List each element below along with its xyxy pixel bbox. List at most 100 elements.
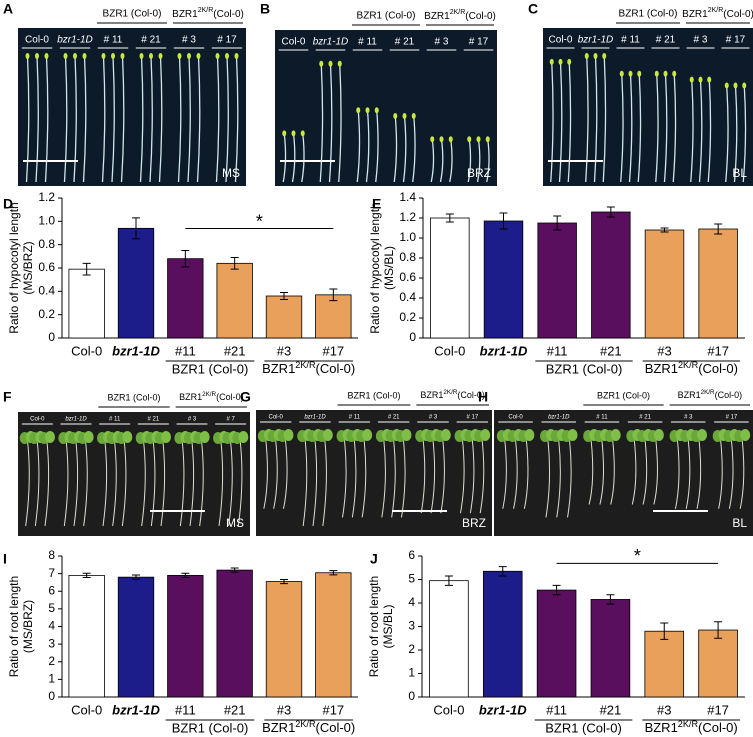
photo	[18, 412, 250, 536]
root	[273, 439, 278, 509]
cotyledon	[337, 60, 342, 67]
genotype-label: Col-0	[549, 35, 573, 46]
genotype-label: # 11	[104, 35, 123, 46]
error-bar	[499, 212, 508, 230]
y-tick-label: 0.6	[399, 270, 416, 284]
cotyledon	[82, 53, 87, 59]
root	[739, 439, 745, 509]
y-tick-label: 1.0	[399, 230, 416, 244]
root	[112, 441, 117, 527]
cotyledon	[177, 53, 182, 59]
cotyledon	[196, 53, 201, 59]
bar	[698, 228, 738, 339]
label-sup: 2K/R	[708, 7, 724, 14]
label-part: (Col-0)	[723, 9, 753, 20]
leaf	[322, 429, 333, 441]
label-part: (Col-0)	[698, 361, 738, 376]
bar	[167, 574, 204, 698]
x-tick-label: #11	[175, 702, 196, 717]
cotyledon	[549, 58, 554, 65]
cotyledon	[733, 82, 738, 89]
genotype-label: # 11	[358, 37, 377, 48]
x-tick-label: #3	[277, 343, 291, 358]
x-tick-label: #3	[657, 343, 671, 358]
seedling	[672, 73, 677, 183]
y-tick-label: 0	[48, 330, 55, 344]
bar	[537, 222, 577, 339]
seedling	[593, 55, 598, 183]
group-label: BZR12K/R(Col-0)	[420, 389, 485, 401]
leaf	[740, 429, 751, 441]
leaf	[610, 429, 621, 441]
x-tick-label: bzr1-1D	[112, 702, 160, 717]
cotyledon	[393, 113, 398, 119]
bar	[644, 229, 685, 339]
y-tick-label: 0	[408, 689, 415, 703]
genotype-label: # 3	[182, 35, 196, 46]
cotyledon	[558, 58, 563, 65]
condition-label: BRZ	[467, 166, 491, 180]
bar	[216, 262, 253, 339]
root	[513, 439, 518, 509]
root	[430, 439, 436, 514]
x-tick-label: #17	[707, 343, 729, 358]
genotype-label: bzr1-1D	[548, 415, 570, 421]
cotyledon	[602, 53, 607, 59]
seedling	[567, 61, 572, 183]
x-tick-label: #17	[322, 343, 344, 358]
error-bar	[714, 223, 723, 235]
label-part: BZR1	[420, 390, 443, 400]
x-tick-label: #3	[277, 702, 291, 717]
y-tick-label: 1.4	[399, 190, 416, 204]
error-bar	[230, 567, 239, 573]
x-tick-label: bzr1-1D	[112, 343, 160, 358]
seedling	[637, 73, 642, 183]
genotype-label: # 11	[621, 35, 640, 46]
leaf	[401, 429, 412, 441]
genotype-label: # 17	[726, 35, 746, 46]
root	[718, 439, 723, 509]
cotyledon	[35, 53, 39, 59]
error-bar	[498, 566, 507, 577]
root	[322, 439, 327, 527]
cotyledon	[101, 53, 106, 59]
x-tick-label: #21	[600, 702, 622, 717]
label-part: BZR1	[424, 11, 450, 22]
leaf	[83, 431, 94, 443]
seedling	[73, 55, 77, 183]
y-tick-label: 6	[408, 548, 415, 562]
cotyledon	[187, 53, 191, 59]
leaf	[45, 431, 55, 443]
genotype-label: Col-0	[25, 35, 49, 46]
photo	[543, 28, 753, 186]
x-tick-label: #21	[224, 343, 246, 358]
y-tick-label: 0.4	[399, 290, 416, 304]
y-axis-label-line: Ratio of root length	[367, 576, 381, 677]
cotyledon	[282, 130, 287, 137]
cotyledon	[637, 70, 642, 77]
y-tick-label: 1.2	[399, 210, 416, 224]
group-label: BZR1 (Col-0)	[597, 390, 650, 400]
seedling	[44, 55, 49, 183]
root	[479, 439, 485, 514]
panel-letter: F	[3, 389, 12, 405]
photo	[275, 30, 497, 186]
cotyledon	[439, 136, 444, 143]
root	[263, 439, 268, 509]
x-tick-label: #17	[707, 702, 729, 717]
panel-letter: B	[260, 1, 270, 17]
root	[189, 441, 195, 527]
root	[102, 441, 108, 527]
y-tick-label: 0.2	[399, 310, 416, 324]
bar	[644, 630, 685, 698]
genotype-label: bzr1-1D	[65, 417, 87, 423]
seedling	[111, 55, 115, 183]
x-tick-label: #11	[175, 343, 196, 358]
genotype-label: # 17	[466, 415, 478, 421]
condition-label: BRZ	[462, 516, 486, 530]
cotyledon	[139, 53, 144, 59]
genotype-label: # 21	[395, 37, 415, 48]
seedling	[550, 61, 554, 183]
cotyledon	[44, 53, 49, 59]
